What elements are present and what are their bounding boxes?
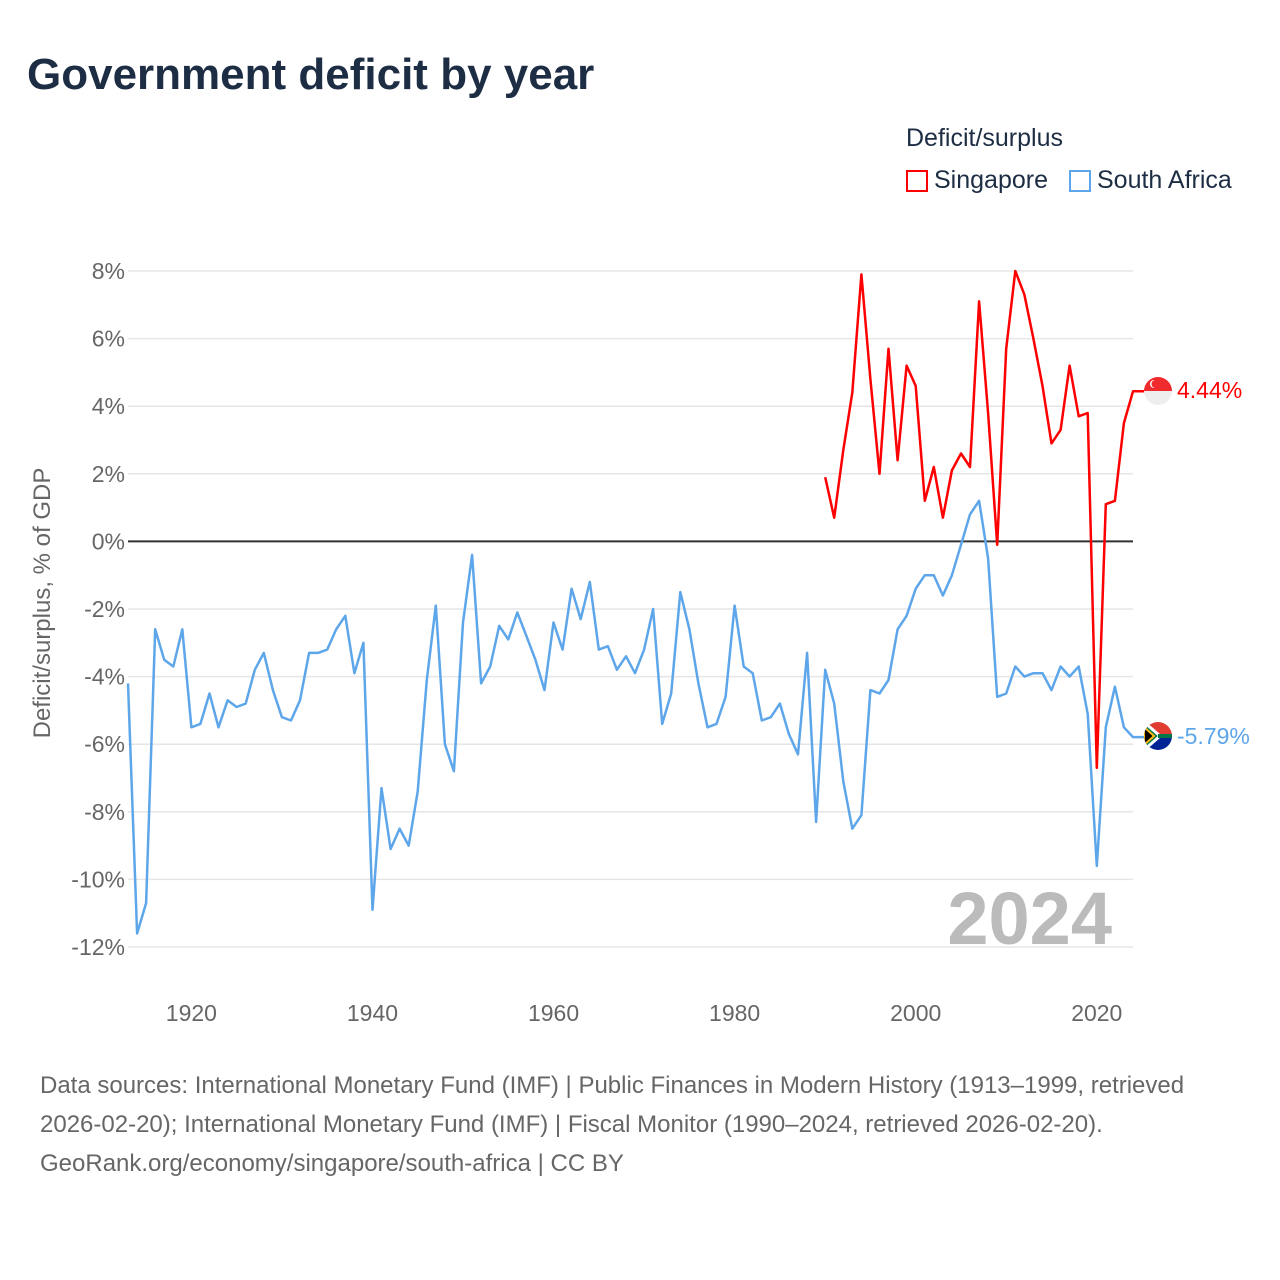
legend-label-south-africa: South Africa <box>1097 166 1232 194</box>
y-tick-label: -10% <box>71 866 125 892</box>
y-tick-label: 2% <box>92 461 125 487</box>
year-watermark: 2024 <box>947 877 1112 960</box>
series-line-singapore[interactable] <box>823 269 1145 770</box>
x-tick-label: 2000 <box>890 1000 941 1026</box>
legend-label-singapore: Singapore <box>934 166 1048 194</box>
x-tick-label: 1940 <box>347 1000 398 1026</box>
x-tick-label: 2020 <box>1071 1000 1122 1026</box>
singapore-end-label: 4.44% <box>1177 377 1242 403</box>
data-sources: Data sources: International Monetary Fun… <box>40 1072 1185 1138</box>
y-tick-label: -2% <box>84 596 125 622</box>
legend-item-singapore[interactable]: Singapore <box>906 166 1048 195</box>
y-axis-label: Deficit/surplus, % of GDP <box>29 468 56 739</box>
series-line-south-africa[interactable] <box>126 499 1145 935</box>
x-tick-label: 1960 <box>528 1000 579 1026</box>
credit-link[interactable]: GeoRank.org/economy/singapore/south-afri… <box>40 1150 624 1177</box>
y-tick-label: -8% <box>84 799 125 825</box>
y-tick-label: -6% <box>84 731 125 757</box>
south-africa-end-label: -5.79% <box>1177 723 1250 749</box>
y-tick-label: 8% <box>92 258 125 284</box>
y-tick-label: -12% <box>71 934 125 960</box>
y-tick-label: 4% <box>92 393 125 419</box>
y-tick-label: 6% <box>92 326 125 352</box>
x-tick-label: 1980 <box>709 1000 760 1026</box>
x-tick-label: 1920 <box>166 1000 217 1026</box>
x-axis-ticks: 1920 1940 1960 1980 2000 2020 <box>166 1000 1123 1026</box>
chart-title: Government deficit by year <box>27 50 595 99</box>
y-tick-label: -4% <box>84 664 125 690</box>
legend-title: Deficit/surplus <box>906 124 1063 152</box>
gridlines <box>128 270 1133 948</box>
y-axis-ticks: 8% 6% 4% 2% 0% -2% -4% -6% -8% -10% -12% <box>71 258 125 960</box>
footer: Data sources: International Monetary Fun… <box>40 1066 1240 1183</box>
line-chart: 8%6%4%2%0%-2%-4%-6%-8%-10%-12% 1920 1940 1… <box>29 258 1250 1026</box>
legend-swatch-singapore <box>906 169 928 192</box>
legend-item-south-africa[interactable]: South Africa <box>1069 166 1232 195</box>
south-africa-flag-icon <box>1144 722 1172 750</box>
legend-swatch-south-africa <box>1069 169 1091 192</box>
series-lines <box>126 269 1145 935</box>
singapore-flag-icon <box>1144 377 1172 405</box>
y-tick-label: 0% <box>92 528 125 554</box>
